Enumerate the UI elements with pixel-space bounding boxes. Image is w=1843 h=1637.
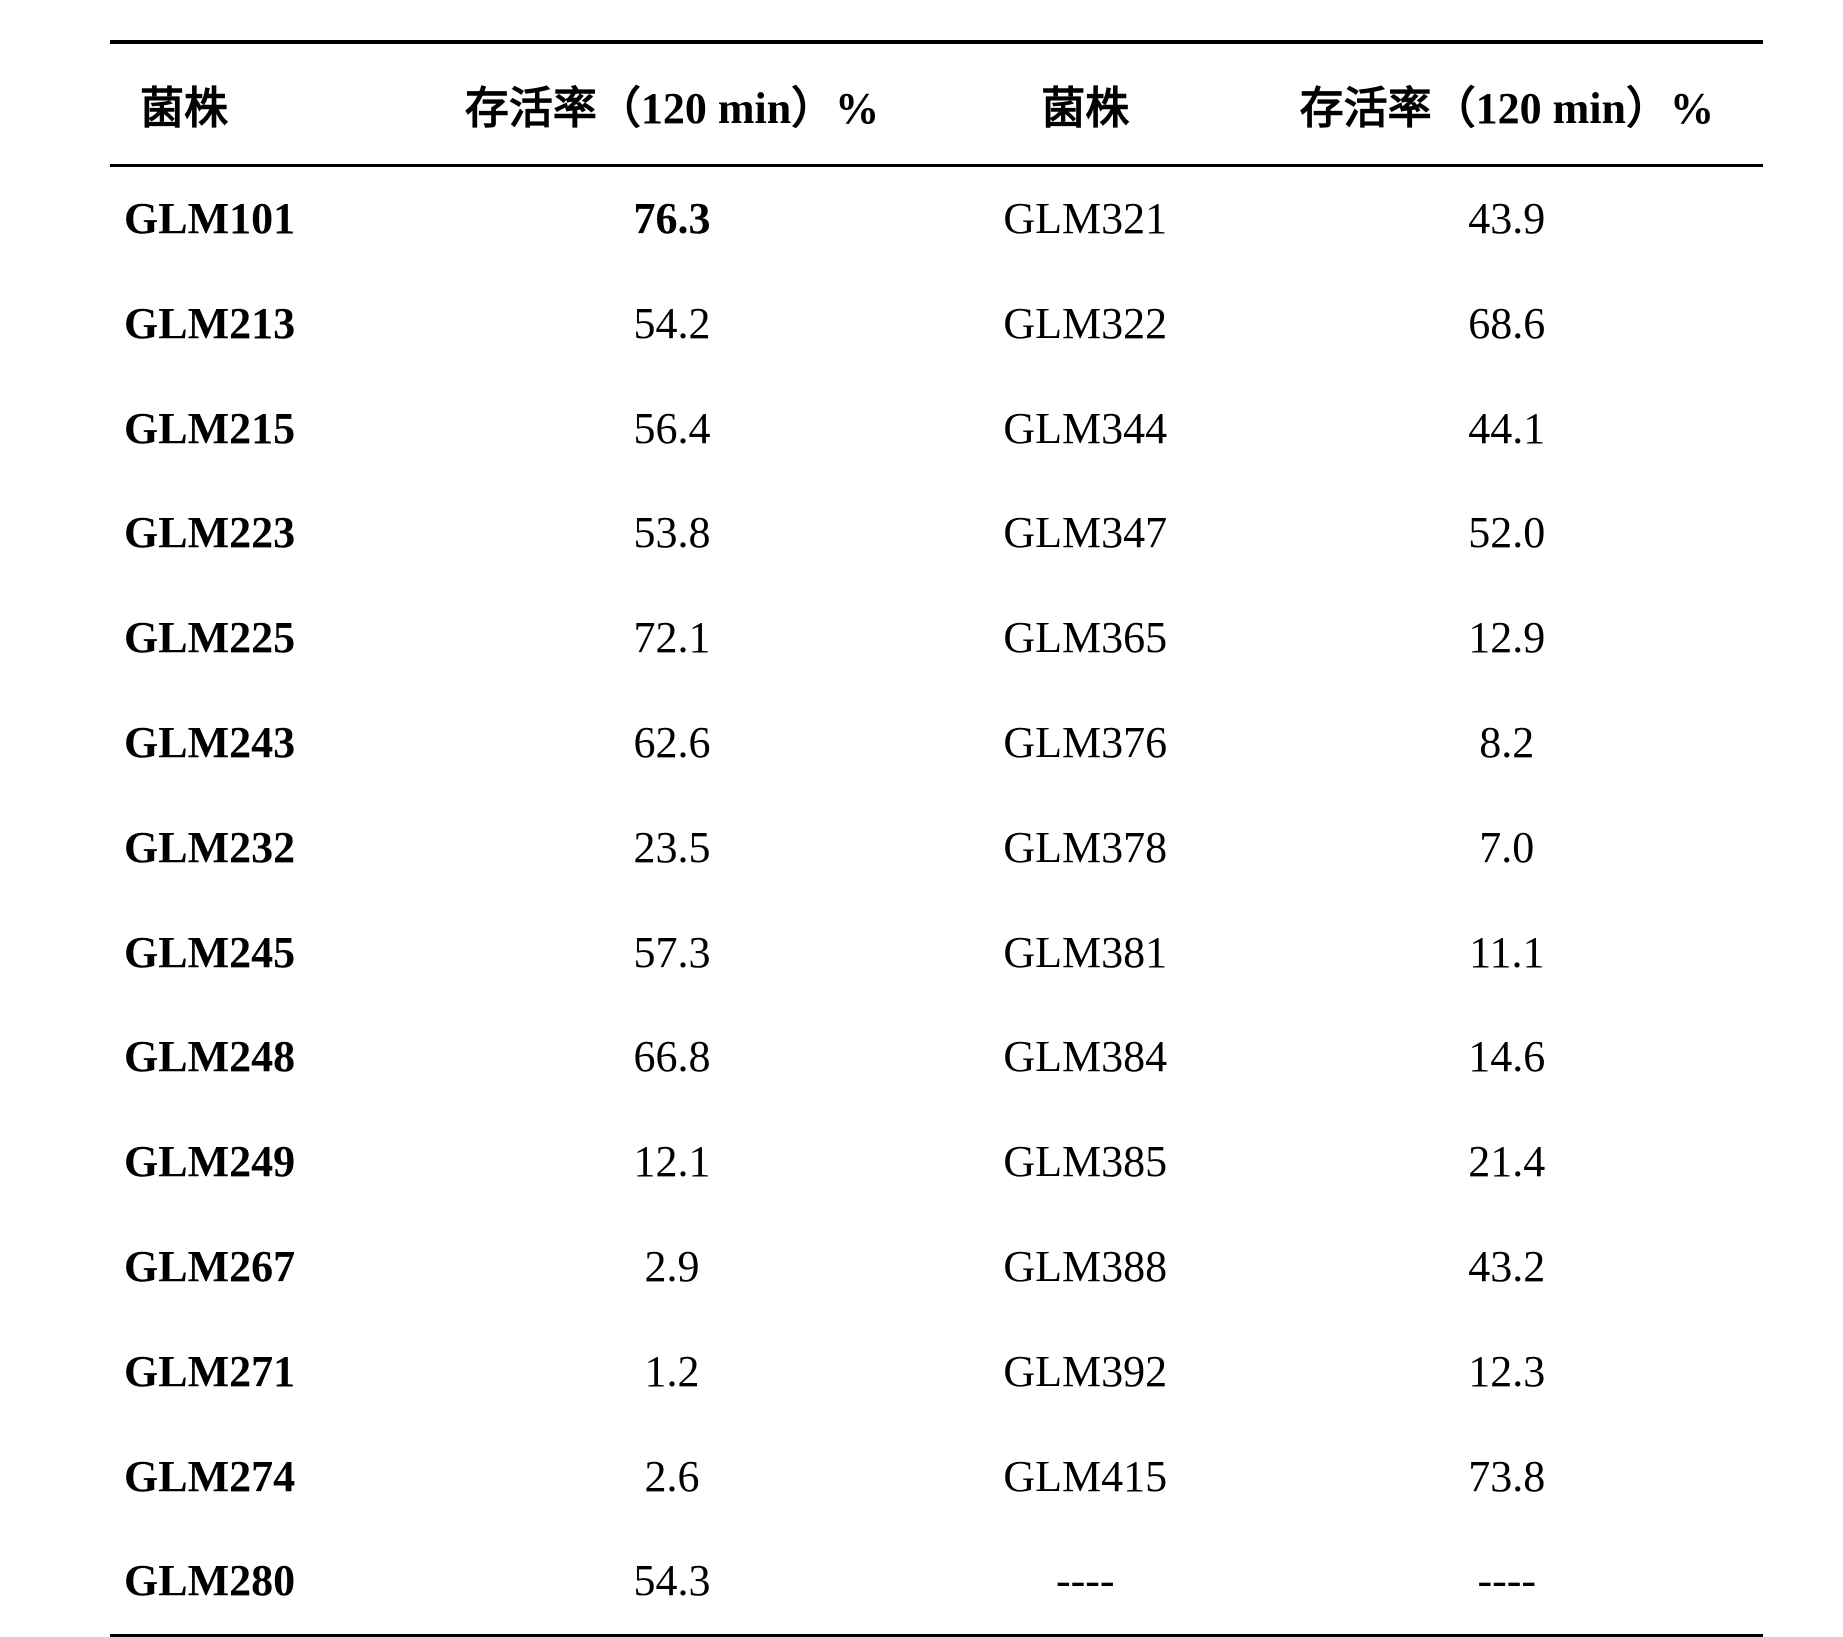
col-header-survival-b: 存活率（120 min）% — [1251, 42, 1763, 166]
cell-strain-b: GLM321 — [920, 166, 1251, 272]
table-row: GLM215 56.4 GLM344 44.1 — [110, 377, 1763, 482]
cell-survival-b: 73.8 — [1251, 1425, 1763, 1530]
col-header-survival-a: 存活率（120 min）% — [424, 42, 920, 166]
table-row: GLM232 23.5 GLM378 7.0 — [110, 796, 1763, 901]
cell-strain-a: GLM213 — [110, 272, 424, 377]
cell-survival-b: 52.0 — [1251, 481, 1763, 586]
cell-survival-a: 54.2 — [424, 272, 920, 377]
cell-strain-a: GLM225 — [110, 586, 424, 691]
cell-strain-b: GLM344 — [920, 377, 1251, 482]
cell-survival-a: 54.3 — [424, 1529, 920, 1635]
table-row: GLM274 2.6 GLM415 73.8 — [110, 1425, 1763, 1530]
cell-strain-a: GLM248 — [110, 1005, 424, 1110]
cell-strain-a: GLM245 — [110, 901, 424, 1006]
cell-survival-a: 76.3 — [424, 166, 920, 272]
cell-survival-a: 2.9 — [424, 1215, 920, 1320]
col-header-strain-b: 菌株 — [920, 42, 1251, 166]
table-row: GLM243 62.6 GLM376 8.2 — [110, 691, 1763, 796]
table-row: GLM280 54.3 ---- ---- — [110, 1529, 1763, 1635]
table-row: GLM267 2.9 GLM388 43.2 — [110, 1215, 1763, 1320]
cell-strain-a: GLM243 — [110, 691, 424, 796]
cell-strain-a: GLM274 — [110, 1425, 424, 1530]
survival-table: 菌株 存活率（120 min）% 菌株 存活率（120 min）% GLM101… — [110, 40, 1763, 1637]
table-row: GLM248 66.8 GLM384 14.6 — [110, 1005, 1763, 1110]
cell-survival-a: 53.8 — [424, 481, 920, 586]
cell-strain-b: GLM365 — [920, 586, 1251, 691]
table-row: GLM245 57.3 GLM381 11.1 — [110, 901, 1763, 1006]
cell-survival-b: 8.2 — [1251, 691, 1763, 796]
cell-survival-b: 11.1 — [1251, 901, 1763, 1006]
cell-survival-b: 43.9 — [1251, 166, 1763, 272]
cell-strain-b: GLM347 — [920, 481, 1251, 586]
cell-strain-a: GLM249 — [110, 1110, 424, 1215]
cell-survival-a: 12.1 — [424, 1110, 920, 1215]
cell-survival-b: 44.1 — [1251, 377, 1763, 482]
cell-survival-a: 62.6 — [424, 691, 920, 796]
table-row: GLM225 72.1 GLM365 12.9 — [110, 586, 1763, 691]
cell-survival-a: 66.8 — [424, 1005, 920, 1110]
cell-strain-a: GLM232 — [110, 796, 424, 901]
table-row: GLM213 54.2 GLM322 68.6 — [110, 272, 1763, 377]
cell-survival-b: 12.3 — [1251, 1320, 1763, 1425]
cell-strain-b: GLM376 — [920, 691, 1251, 796]
cell-survival-a: 2.6 — [424, 1425, 920, 1530]
cell-strain-b: GLM381 — [920, 901, 1251, 1006]
cell-strain-b: GLM415 — [920, 1425, 1251, 1530]
cell-survival-a: 23.5 — [424, 796, 920, 901]
cell-strain-a: GLM267 — [110, 1215, 424, 1320]
cell-strain-b: ---- — [920, 1529, 1251, 1635]
cell-survival-a: 72.1 — [424, 586, 920, 691]
cell-strain-b: GLM388 — [920, 1215, 1251, 1320]
table-body: GLM101 76.3 GLM321 43.9 GLM213 54.2 GLM3… — [110, 166, 1763, 1636]
cell-strain-a: GLM271 — [110, 1320, 424, 1425]
cell-strain-a: GLM215 — [110, 377, 424, 482]
table-row: GLM249 12.1 GLM385 21.4 — [110, 1110, 1763, 1215]
cell-survival-b: 21.4 — [1251, 1110, 1763, 1215]
cell-survival-a: 56.4 — [424, 377, 920, 482]
table-row: GLM101 76.3 GLM321 43.9 — [110, 166, 1763, 272]
cell-strain-b: GLM322 — [920, 272, 1251, 377]
cell-survival-a: 1.2 — [424, 1320, 920, 1425]
table-row: GLM223 53.8 GLM347 52.0 — [110, 481, 1763, 586]
cell-survival-b: 12.9 — [1251, 586, 1763, 691]
table-header-row: 菌株 存活率（120 min）% 菌株 存活率（120 min）% — [110, 42, 1763, 166]
col-header-strain-a: 菌株 — [110, 42, 424, 166]
cell-strain-b: GLM378 — [920, 796, 1251, 901]
cell-survival-b: 68.6 — [1251, 272, 1763, 377]
cell-survival-b: 14.6 — [1251, 1005, 1763, 1110]
cell-strain-a: GLM280 — [110, 1529, 424, 1635]
cell-survival-a: 57.3 — [424, 901, 920, 1006]
cell-strain-a: GLM101 — [110, 166, 424, 272]
cell-strain-a: GLM223 — [110, 481, 424, 586]
table-row: GLM271 1.2 GLM392 12.3 — [110, 1320, 1763, 1425]
cell-survival-b: ---- — [1251, 1529, 1763, 1635]
cell-survival-b: 43.2 — [1251, 1215, 1763, 1320]
cell-strain-b: GLM385 — [920, 1110, 1251, 1215]
cell-survival-b: 7.0 — [1251, 796, 1763, 901]
cell-strain-b: GLM392 — [920, 1320, 1251, 1425]
cell-strain-b: GLM384 — [920, 1005, 1251, 1110]
